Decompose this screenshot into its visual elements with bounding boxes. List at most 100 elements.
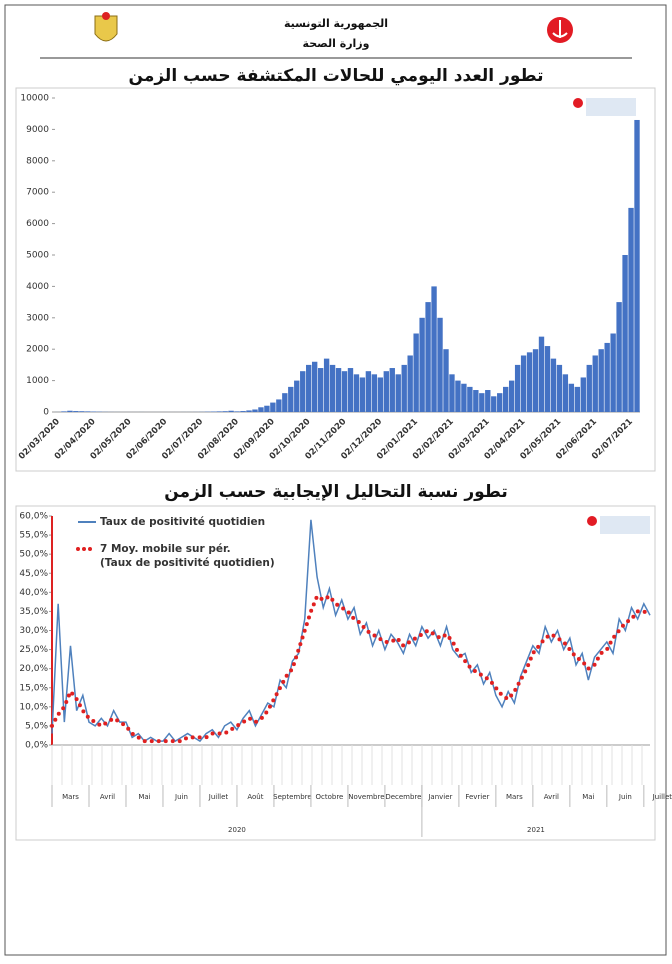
bar xyxy=(575,387,580,412)
header-line2: وزارة الصحة xyxy=(303,37,370,50)
bar xyxy=(521,355,526,412)
bar xyxy=(497,393,502,412)
bar xyxy=(79,411,84,412)
legend-label: Taux de positivité quotidien xyxy=(100,516,265,528)
month-label: Juin xyxy=(618,793,632,801)
y-tick-label: 9000 xyxy=(26,125,49,135)
y-tick-label: 30,0% xyxy=(19,626,48,636)
chart1-frame xyxy=(16,88,655,471)
bar xyxy=(216,411,221,412)
bar xyxy=(485,390,490,412)
y-tick-label: 2000 xyxy=(26,345,49,355)
bar xyxy=(270,403,275,412)
bar xyxy=(372,374,377,412)
bar xyxy=(240,411,245,412)
y-tick-label: 25,0% xyxy=(19,645,48,655)
bar xyxy=(634,120,639,412)
month-label: Novembre xyxy=(348,793,384,801)
bar xyxy=(593,355,598,412)
bar xyxy=(282,393,287,412)
bar xyxy=(503,387,508,412)
ministry-logo xyxy=(547,17,573,43)
y-tick-label: 1000 xyxy=(26,376,49,386)
bar xyxy=(300,371,305,412)
month-label: Juillet xyxy=(208,793,229,801)
bar xyxy=(527,352,532,412)
bar xyxy=(461,384,466,412)
y-tick-label: 8000 xyxy=(26,156,49,166)
month-label: Juillet xyxy=(652,793,672,801)
bar xyxy=(467,387,472,412)
month-label: Mai xyxy=(582,793,594,801)
y-tick-label: 0,0% xyxy=(25,741,48,751)
y-tick-label: 10000 xyxy=(20,94,49,104)
bar xyxy=(431,286,436,412)
bar xyxy=(581,377,586,412)
bar xyxy=(473,390,478,412)
chart2-title: تطور نسبة التحاليل الإيجابية حسب الزمن xyxy=(164,482,508,502)
bar xyxy=(449,374,454,412)
y-tick-label: 3000 xyxy=(26,313,49,323)
bar xyxy=(228,411,233,412)
bar xyxy=(288,387,293,412)
month-label: Janvier xyxy=(427,793,452,801)
bar xyxy=(390,368,395,412)
bar xyxy=(557,365,562,412)
bar xyxy=(67,411,72,412)
bar xyxy=(318,368,323,412)
bar xyxy=(234,411,239,412)
y-tick-label: 45,0% xyxy=(19,569,48,579)
bar xyxy=(222,411,227,412)
bar xyxy=(306,365,311,412)
y-tick-label: 10,0% xyxy=(19,702,48,712)
month-label: Avril xyxy=(100,793,115,801)
bar xyxy=(246,410,251,412)
y-tick-label: 0 xyxy=(43,408,49,418)
bar xyxy=(604,343,609,412)
bar xyxy=(73,411,78,412)
y-tick-label: 7000 xyxy=(26,188,49,198)
bar xyxy=(336,368,341,412)
bar xyxy=(610,334,615,413)
y-tick-label: 60,0% xyxy=(19,512,48,522)
month-label: Septembre xyxy=(273,793,312,801)
year-label: 2020 xyxy=(228,826,246,834)
bar xyxy=(419,318,424,412)
y-tick-label: 4000 xyxy=(26,282,49,292)
month-label: Mars xyxy=(62,793,79,801)
bar xyxy=(294,381,299,412)
bar xyxy=(330,365,335,412)
month-label: Octobre xyxy=(315,793,343,801)
y-tick-label: 6000 xyxy=(26,219,49,229)
bar xyxy=(264,406,269,412)
bar xyxy=(437,318,442,412)
bar xyxy=(622,255,627,412)
bar xyxy=(324,359,329,412)
bar xyxy=(378,377,383,412)
month-label: Fevrier xyxy=(465,793,489,801)
bar xyxy=(354,374,359,412)
bar xyxy=(413,334,418,413)
bar xyxy=(402,365,407,412)
bar xyxy=(587,365,592,412)
year-label: 2021 xyxy=(527,826,545,834)
y-tick-label: 50,0% xyxy=(19,550,48,560)
bar xyxy=(407,355,412,412)
y-tick-label: 20,0% xyxy=(19,664,48,674)
bar xyxy=(85,411,90,412)
bar xyxy=(539,337,544,412)
y-tick-label: 5000 xyxy=(26,251,49,261)
month-label: Decembre xyxy=(385,793,421,801)
bar xyxy=(342,371,347,412)
bar xyxy=(545,346,550,412)
y-tick-label: 35,0% xyxy=(19,607,48,617)
bar xyxy=(443,349,448,412)
bar xyxy=(479,393,484,412)
bar xyxy=(348,368,353,412)
bar xyxy=(425,302,430,412)
bar xyxy=(258,407,263,412)
bar xyxy=(616,302,621,412)
y-tick-label: 40,0% xyxy=(19,588,48,598)
